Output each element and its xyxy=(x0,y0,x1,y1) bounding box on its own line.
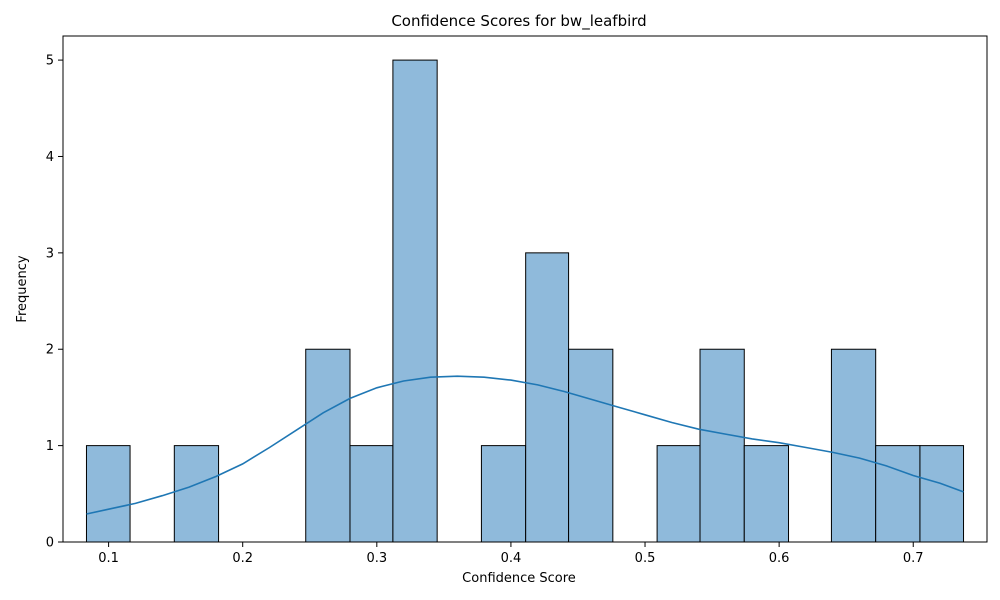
histogram-bar-2 xyxy=(173,445,220,543)
y-tick-label: 1 xyxy=(46,439,54,454)
histogram-bars xyxy=(85,59,965,543)
y-axis-ticks: 0 1 2 3 4 5 xyxy=(46,54,63,551)
y-tick-label: 3 xyxy=(46,246,54,261)
histogram-bar-5 xyxy=(305,348,351,543)
x-tick-label: 0.1 xyxy=(98,551,119,566)
x-tick-label: 0.7 xyxy=(903,551,924,566)
histogram-bar-6 xyxy=(349,445,394,543)
x-tick-label: 0.4 xyxy=(501,551,522,566)
histogram-bar-14 xyxy=(699,348,745,543)
chart-title: Confidence Scores for bw_leafbird xyxy=(391,12,646,31)
x-tick-label: 0.5 xyxy=(635,551,656,566)
kde-curve xyxy=(86,375,964,515)
x-tick-label: 0.2 xyxy=(232,551,253,566)
y-tick-label: 2 xyxy=(46,343,54,358)
histogram-bar-18 xyxy=(875,445,921,543)
histogram-bar-9 xyxy=(480,445,527,543)
histogram-bar-7 xyxy=(392,59,438,543)
x-tick-label: 0.3 xyxy=(366,551,387,566)
histogram-bar-11 xyxy=(568,348,614,543)
histogram-bar-13 xyxy=(656,445,701,543)
histogram-bar-19 xyxy=(919,445,965,543)
y-tick-label: 0 xyxy=(46,536,54,551)
plot-frame xyxy=(62,35,988,543)
y-tick-label: 5 xyxy=(46,54,54,69)
x-tick-label: 0.6 xyxy=(769,551,790,566)
histogram-bar-15 xyxy=(743,445,790,543)
x-axis-label: Confidence Score xyxy=(462,571,576,586)
y-tick-label: 4 xyxy=(46,150,54,165)
y-axis-label: Frequency xyxy=(15,255,30,322)
histogram-bar-17 xyxy=(830,348,877,543)
histogram-bar-0 xyxy=(85,445,131,543)
histogram-bar-10 xyxy=(525,252,570,543)
x-axis-ticks: 0.1 0.2 0.3 0.4 0.5 0.6 0.7 xyxy=(98,542,924,566)
